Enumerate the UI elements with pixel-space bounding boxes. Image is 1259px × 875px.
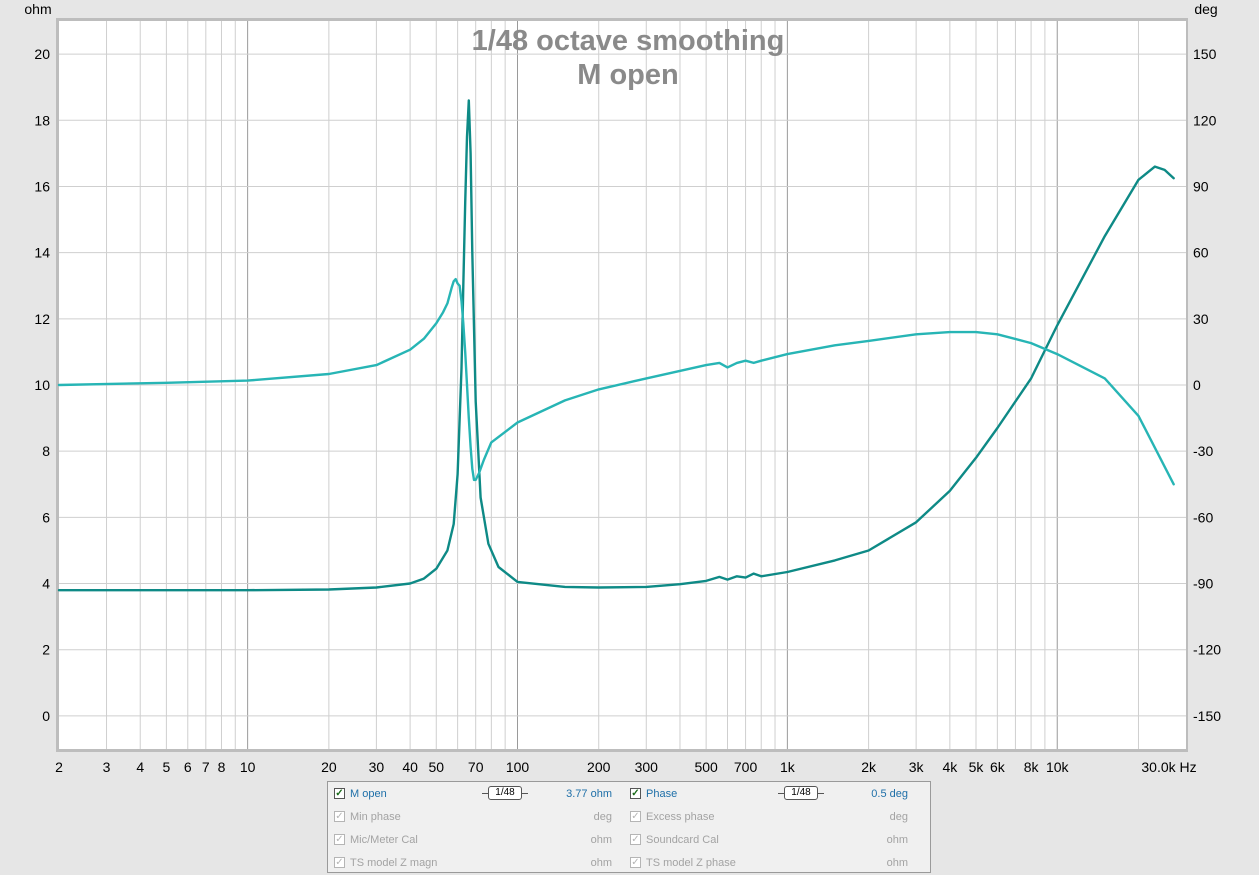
x-tick-label: 20 — [321, 759, 337, 775]
legend-value: ohm — [590, 857, 612, 869]
legend-label: Mic/Meter Cal — [350, 834, 418, 846]
x-tick-label: 5k — [969, 759, 985, 775]
y-left-tick-label: 20 — [34, 46, 50, 62]
y-right-tick-label: 120 — [1193, 112, 1217, 128]
legend-value: ohm — [886, 857, 908, 869]
y-left-tick-label: 8 — [42, 443, 50, 459]
excess-phase-checkbox[interactable]: ✓ — [630, 811, 641, 822]
x-tick-label: 50 — [428, 759, 444, 775]
legend-label: M open — [350, 788, 387, 800]
x-tick-label: 300 — [635, 759, 659, 775]
min-phase-checkbox[interactable]: ✓ — [334, 811, 345, 822]
legend-value: ohm — [886, 834, 908, 846]
y-right-tick-label: 0 — [1193, 377, 1201, 393]
x-tick-label: 6 — [184, 759, 192, 775]
ts-model-z-magn-checkbox[interactable]: ✓ — [334, 857, 345, 868]
y-left-tick-label: 6 — [42, 509, 50, 525]
legend-label: TS model Z phase — [646, 857, 736, 869]
legend-panel: ✓ M open 1/48 3.77 ohm ✓ Phase 1/48 0.5 … — [327, 781, 931, 873]
legend-item-phase[interactable]: ✓ Phase 1/48 0.5 deg — [624, 784, 916, 804]
legend-item-m-open[interactable]: ✓ M open 1/48 3.77 ohm — [328, 784, 620, 804]
x-tick-label: 2k — [861, 759, 877, 775]
phase-checkbox[interactable]: ✓ — [630, 788, 641, 799]
x-tick-label: 7 — [202, 759, 210, 775]
y-left-tick-label: 2 — [42, 642, 50, 658]
legend-item-mic-meter-cal[interactable]: ✓ Mic/Meter Cal ohm — [328, 830, 620, 850]
legend-label: Phase — [646, 788, 678, 800]
x-tick-label: 4 — [136, 759, 144, 775]
left-axis-ticks: 0 2 4 6 8 10 12 14 16 18 20 — [34, 46, 50, 724]
legend-row: ✓ M open 1/48 3.77 ohm ✓ Phase 1/48 0.5 … — [328, 784, 930, 804]
legend-item-excess-phase[interactable]: ✓ Excess phase deg — [624, 807, 916, 827]
x-axis-ticks: 2 3 4 5 6 7 8 10 20 30 40 50 70 100 200 300 500 700 1k 2k 3k… — [55, 759, 1197, 775]
smoothing-selector[interactable]: 1/48 — [778, 786, 824, 800]
y-left-tick-label: 18 — [34, 112, 50, 128]
x-tick-label: 4k — [942, 759, 958, 775]
x-tick-label: 30.0k Hz — [1141, 759, 1196, 775]
y-right-tick-label: 150 — [1193, 46, 1217, 62]
y-right-tick-label: -150 — [1193, 708, 1221, 724]
legend-value: deg — [889, 811, 908, 823]
mic-meter-cal-checkbox[interactable]: ✓ — [334, 834, 345, 845]
x-tick-label: 1k — [780, 759, 796, 775]
series-layer — [57, 99, 1175, 592]
y-left-tick-label: 4 — [42, 576, 50, 592]
legend-value: deg — [593, 811, 612, 823]
ts-model-z-phase-checkbox[interactable]: ✓ — [630, 857, 641, 868]
y-left-tick-label: 16 — [34, 178, 50, 194]
legend-item-ts-model-z-magn[interactable]: ✓ TS model Z magn ohm — [328, 853, 620, 873]
legend-row: ✓ TS model Z magn ohm ✓ TS model Z phase… — [328, 853, 930, 873]
x-tick-label: 30 — [369, 759, 385, 775]
chart-subtitle: M open — [577, 59, 679, 91]
smoothing-selector[interactable]: 1/48 — [482, 786, 528, 800]
right-axis-ticks: 150 120 90 60 30 0 -30 -60 -90 -120 -150 — [1193, 46, 1221, 724]
y-left-tick-label: 10 — [34, 377, 50, 393]
x-tick-label: 10k — [1046, 759, 1070, 775]
x-tick-label: 3k — [909, 759, 925, 775]
chart-title: 1/48 octave smoothing — [472, 25, 785, 57]
legend-item-ts-model-z-phase[interactable]: ✓ TS model Z phase ohm — [624, 853, 916, 873]
x-tick-label: 8k — [1024, 759, 1040, 775]
x-tick-label: 70 — [468, 759, 484, 775]
y-right-tick-label: -90 — [1193, 576, 1213, 592]
legend-item-soundcard-cal[interactable]: ✓ Soundcard Cal ohm — [624, 830, 916, 850]
y-left-tick-label: 12 — [34, 311, 50, 327]
x-tick-label: 700 — [734, 759, 758, 775]
legend-label: Soundcard Cal — [646, 834, 719, 846]
x-tick-label: 40 — [402, 759, 418, 775]
x-tick-label: 2 — [55, 759, 63, 775]
x-tick-label: 100 — [506, 759, 530, 775]
series-line-m-open — [57, 99, 1175, 592]
legend-label: TS model Z magn — [350, 857, 438, 869]
y-right-tick-label: 60 — [1193, 245, 1209, 261]
legend-label: Excess phase — [646, 811, 715, 823]
legend-label: Min phase — [350, 811, 401, 823]
y-right-tick-label: 90 — [1193, 178, 1209, 194]
right-axis-unit: deg — [1194, 1, 1217, 17]
x-tick-label: 8 — [218, 759, 226, 775]
x-tick-label: 6k — [990, 759, 1006, 775]
x-tick-label: 500 — [694, 759, 718, 775]
x-tick-label: 10 — [240, 759, 256, 775]
x-tick-label: 200 — [587, 759, 611, 775]
left-axis-unit: ohm — [24, 1, 51, 17]
m-open-checkbox[interactable]: ✓ — [334, 788, 345, 799]
legend-value: 3.77 ohm — [566, 788, 612, 800]
legend-row: ✓ Mic/Meter Cal ohm ✓ Soundcard Cal ohm — [328, 830, 930, 850]
legend-item-min-phase[interactable]: ✓ Min phase deg — [328, 807, 620, 827]
y-right-tick-label: -120 — [1193, 642, 1221, 658]
y-right-tick-label: -30 — [1193, 443, 1213, 459]
x-tick-label: 3 — [103, 759, 111, 775]
legend-value: 0.5 deg — [871, 788, 908, 800]
soundcard-cal-checkbox[interactable]: ✓ — [630, 834, 641, 845]
y-left-tick-label: 0 — [42, 708, 50, 724]
y-left-tick-label: 14 — [34, 245, 50, 261]
y-right-tick-label: -60 — [1193, 509, 1213, 525]
y-right-tick-label: 30 — [1193, 311, 1209, 327]
legend-value: ohm — [590, 834, 612, 846]
series-line-phase — [57, 277, 1175, 486]
legend-row: ✓ Min phase deg ✓ Excess phase deg — [328, 807, 930, 827]
x-tick-label: 5 — [162, 759, 170, 775]
